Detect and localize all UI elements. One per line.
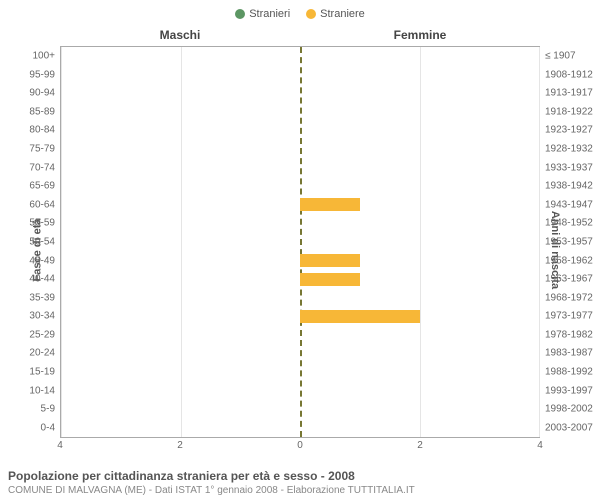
age-tick: 85-89 <box>9 106 61 117</box>
age-tick: 100+ <box>9 51 61 62</box>
age-tick: 20-24 <box>9 348 61 359</box>
table-row: 15-191988-1992 <box>61 363 539 382</box>
table-row: 65-691938-1942 <box>61 177 539 196</box>
age-tick: 55-59 <box>9 218 61 229</box>
birth-year-tick: 1958-1962 <box>539 255 599 266</box>
table-row: 75-791928-1932 <box>61 140 539 159</box>
table-row: 5-91998-2002 <box>61 400 539 419</box>
age-tick: 65-69 <box>9 181 61 192</box>
legend-label-male: Stranieri <box>249 8 290 20</box>
table-row: 60-641943-1947 <box>61 195 539 214</box>
age-tick: 45-49 <box>9 255 61 266</box>
x-axis-ticks: 4 2 0 2 4 <box>60 440 540 454</box>
age-tick: 0-4 <box>9 422 61 433</box>
x-tick: 4 <box>57 440 63 451</box>
age-tick: 50-54 <box>9 236 61 247</box>
birth-year-tick: 1998-2002 <box>539 404 599 415</box>
birth-year-tick: ≤ 1907 <box>539 51 599 62</box>
table-row: 30-341973-1977 <box>61 307 539 326</box>
table-row: 45-491958-1962 <box>61 251 539 270</box>
table-row: 70-741933-1937 <box>61 158 539 177</box>
legend-swatch-male <box>235 9 245 19</box>
birth-year-tick: 2003-2007 <box>539 422 599 433</box>
bar-female <box>300 310 420 323</box>
birth-year-tick: 1918-1922 <box>539 106 599 117</box>
bar-female <box>300 273 360 286</box>
bar-female <box>300 198 360 211</box>
table-row: 90-941913-1917 <box>61 84 539 103</box>
legend-swatch-female <box>306 9 316 19</box>
birth-year-tick: 1923-1927 <box>539 125 599 136</box>
footer-subtitle: COMUNE DI MALVAGNA (ME) - Dati ISTAT 1° … <box>8 485 592 496</box>
birth-year-tick: 1938-1942 <box>539 181 599 192</box>
age-tick: 35-39 <box>9 292 61 303</box>
age-tick: 25-29 <box>9 329 61 340</box>
section-title-male: Maschi <box>60 28 300 42</box>
plot-area: 0-42003-20075-91998-200210-141993-199715… <box>60 46 540 438</box>
age-tick: 15-19 <box>9 366 61 377</box>
birth-year-tick: 1948-1952 <box>539 218 599 229</box>
x-tick: 2 <box>417 440 423 451</box>
birth-year-tick: 1993-1997 <box>539 385 599 396</box>
population-pyramid-chart: Stranieri Straniere Maschi Femmine Fasce… <box>0 0 600 500</box>
bar-rows: 0-42003-20075-91998-200210-141993-199715… <box>61 47 539 437</box>
table-row: 85-891918-1922 <box>61 103 539 122</box>
footer-title: Popolazione per cittadinanza straniera p… <box>8 469 592 483</box>
birth-year-tick: 1978-1982 <box>539 329 599 340</box>
bar-female <box>300 254 360 267</box>
age-tick: 90-94 <box>9 88 61 99</box>
age-tick: 80-84 <box>9 125 61 136</box>
birth-year-tick: 1963-1967 <box>539 274 599 285</box>
birth-year-tick: 1928-1932 <box>539 144 599 155</box>
age-tick: 5-9 <box>9 404 61 415</box>
legend-item-male: Stranieri <box>235 8 290 20</box>
table-row: 40-441963-1967 <box>61 270 539 289</box>
birth-year-tick: 1943-1947 <box>539 199 599 210</box>
birth-year-tick: 1908-1912 <box>539 69 599 80</box>
table-row: 0-42003-2007 <box>61 418 539 437</box>
x-tick: 4 <box>537 440 543 451</box>
age-tick: 75-79 <box>9 144 61 155</box>
table-row: 20-241983-1987 <box>61 344 539 363</box>
section-title-female: Femmine <box>300 28 540 42</box>
table-row: 55-591948-1952 <box>61 214 539 233</box>
table-row: 25-291978-1982 <box>61 326 539 345</box>
age-tick: 70-74 <box>9 162 61 173</box>
table-row: 95-991908-1912 <box>61 65 539 84</box>
age-tick: 10-14 <box>9 385 61 396</box>
x-tick: 0 <box>297 440 303 451</box>
age-tick: 60-64 <box>9 199 61 210</box>
legend-label-female: Straniere <box>320 8 365 20</box>
birth-year-tick: 1913-1917 <box>539 88 599 99</box>
section-titles: Maschi Femmine <box>60 28 540 42</box>
birth-year-tick: 1933-1937 <box>539 162 599 173</box>
table-row: 100+≤ 1907 <box>61 47 539 66</box>
table-row: 80-841923-1927 <box>61 121 539 140</box>
age-tick: 40-44 <box>9 274 61 285</box>
birth-year-tick: 1983-1987 <box>539 348 599 359</box>
chart-footer: Popolazione per cittadinanza straniera p… <box>8 469 592 496</box>
x-tick: 2 <box>177 440 183 451</box>
table-row: 10-141993-1997 <box>61 381 539 400</box>
table-row: 50-541953-1957 <box>61 233 539 252</box>
birth-year-tick: 1973-1977 <box>539 311 599 322</box>
birth-year-tick: 1988-1992 <box>539 366 599 377</box>
table-row: 35-391968-1972 <box>61 288 539 307</box>
age-tick: 30-34 <box>9 311 61 322</box>
birth-year-tick: 1953-1957 <box>539 236 599 247</box>
legend: Stranieri Straniere <box>0 0 600 24</box>
birth-year-tick: 1968-1972 <box>539 292 599 303</box>
age-tick: 95-99 <box>9 69 61 80</box>
legend-item-female: Straniere <box>306 8 365 20</box>
